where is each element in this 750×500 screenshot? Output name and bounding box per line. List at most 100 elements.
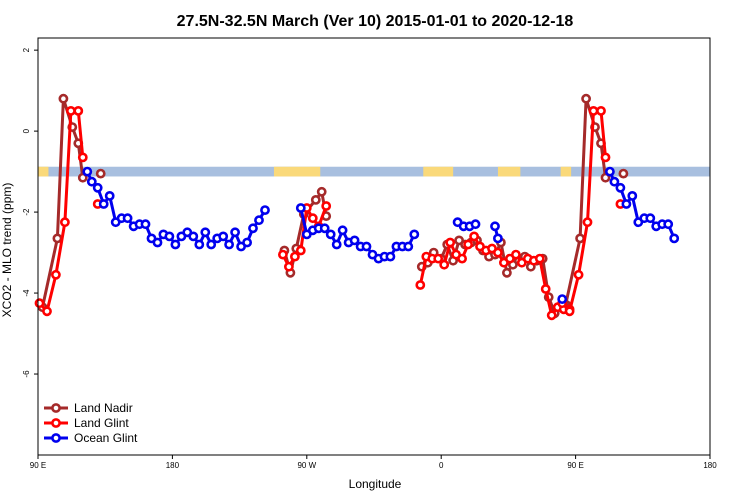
ocean-glint-point	[403, 241, 414, 252]
ocean-glint-point	[385, 251, 396, 262]
land-glint-point	[540, 284, 551, 294]
surface-band-land-4	[560, 166, 572, 177]
land-glint-point	[582, 217, 593, 228]
ocean-glint-point	[92, 182, 103, 193]
land-glint-point	[573, 269, 584, 280]
land-glint-point	[295, 245, 306, 256]
legend-marker-land-glint	[51, 418, 61, 428]
ocean-glint-point	[194, 239, 205, 250]
land-glint-point	[289, 251, 300, 262]
y-axis-label: XCO2 - MLO trend (ppm)	[0, 183, 14, 318]
x-tick-label: 90 E	[567, 461, 583, 470]
legend-label-land-nadir: Land Nadir	[74, 401, 133, 415]
ocean-glint-point	[248, 223, 258, 234]
ocean-glint-point	[319, 223, 330, 234]
ocean-glint-point	[470, 219, 481, 230]
ocean-glint-point	[349, 235, 360, 246]
land-glint-point	[283, 261, 294, 272]
ocean-glint-point	[331, 239, 342, 250]
land-glint-point	[433, 253, 444, 264]
ocean-glint-point	[254, 215, 264, 226]
ocean-glint-point	[140, 219, 151, 230]
x-tick-label: 180	[703, 461, 717, 470]
surface-band-land-0	[38, 166, 49, 177]
land-glint-point	[439, 259, 450, 270]
ocean-glint-point	[98, 199, 109, 209]
y-tick-label: 2	[22, 47, 31, 52]
y-tick-label: 0	[22, 128, 31, 133]
ocean-glint-point	[337, 225, 348, 236]
x-tick-label: 180	[166, 461, 180, 470]
ocean-glint-point	[82, 166, 93, 177]
ocean-glint-point	[627, 190, 638, 201]
chart-title: 27.5N-32.5N March (Ver 10) 2015-01-01 to…	[177, 13, 574, 30]
ocean-glint-point	[609, 176, 620, 187]
land-glint-point	[600, 152, 611, 163]
ocean-glint-point	[490, 221, 500, 232]
ocean-glint-point	[409, 229, 420, 240]
land-glint-point	[42, 306, 52, 317]
land-glint-point	[564, 306, 575, 317]
plot-frame	[37, 37, 711, 456]
land-glint-point	[34, 298, 45, 309]
land-nadir-point	[581, 93, 591, 104]
land-nadir-point	[575, 233, 585, 244]
ocean-glint-point	[669, 233, 680, 244]
y-axis-ticks: 2 0 -2 -4 -6	[22, 47, 38, 378]
ocean-glint-point	[218, 231, 229, 242]
ocean-glint-point	[361, 241, 372, 252]
ocean-glint-point	[295, 203, 306, 213]
land-glint-point	[534, 253, 545, 264]
ocean-glint-point	[557, 294, 568, 304]
series-layer	[34, 93, 680, 321]
land-glint-point	[457, 253, 467, 264]
ocean-glint-point	[230, 227, 240, 238]
x-tick-label: 0	[439, 461, 444, 470]
ocean-glint-point	[200, 227, 211, 238]
land-glint-point	[469, 231, 479, 242]
surface-band-land-1	[273, 166, 321, 177]
land-glint-point	[415, 280, 426, 290]
land-glint-point	[307, 213, 318, 224]
land-glint-point	[588, 106, 599, 116]
y-tick-label: -6	[22, 370, 31, 378]
land-nadir-point	[58, 93, 69, 104]
ocean-glint-point	[86, 176, 97, 187]
land-nadir-point	[618, 168, 629, 179]
land-glint-point	[546, 310, 557, 321]
surface-band-land-2	[423, 166, 454, 177]
ocean-glint-point	[188, 231, 199, 242]
ocean-glint-point	[224, 239, 234, 250]
land-nadir-point	[316, 186, 327, 197]
land-glint-point	[60, 217, 70, 228]
land-nadir-point	[600, 172, 611, 183]
legend-marker-land-nadir	[51, 403, 61, 413]
x-axis-label: Longitude	[349, 477, 402, 491]
ocean-glint-point	[645, 213, 656, 224]
land-nadir-point	[52, 233, 63, 244]
land-nadir-point	[95, 168, 106, 179]
surface-band-land-3	[497, 166, 521, 177]
x-tick-label: 90 E	[30, 461, 46, 470]
ocean-glint-point	[152, 237, 163, 248]
ocean-glint-point	[206, 239, 217, 250]
ocean-glint-point	[325, 229, 336, 240]
land-glint-point	[51, 269, 61, 280]
ocean-glint-point	[615, 182, 626, 193]
land-glint-point	[73, 106, 84, 116]
land-nadir-point	[501, 267, 512, 278]
ocean-glint-point	[621, 199, 632, 209]
surface-band	[38, 166, 710, 177]
land-glint-point	[596, 106, 606, 116]
ocean-glint-point	[605, 166, 615, 177]
legend-label-land-glint: Land Glint	[74, 416, 129, 430]
ocean-glint-point	[260, 205, 270, 215]
series-ocean-glint	[82, 166, 680, 304]
land-nadir-point	[310, 194, 321, 205]
land-glint-point	[77, 152, 88, 163]
land-glint-point	[463, 239, 473, 250]
x-tick-label: 90 W	[297, 461, 316, 470]
land-glint-point	[492, 247, 503, 258]
ocean-glint-point	[492, 233, 503, 244]
land-glint-point	[511, 249, 521, 260]
